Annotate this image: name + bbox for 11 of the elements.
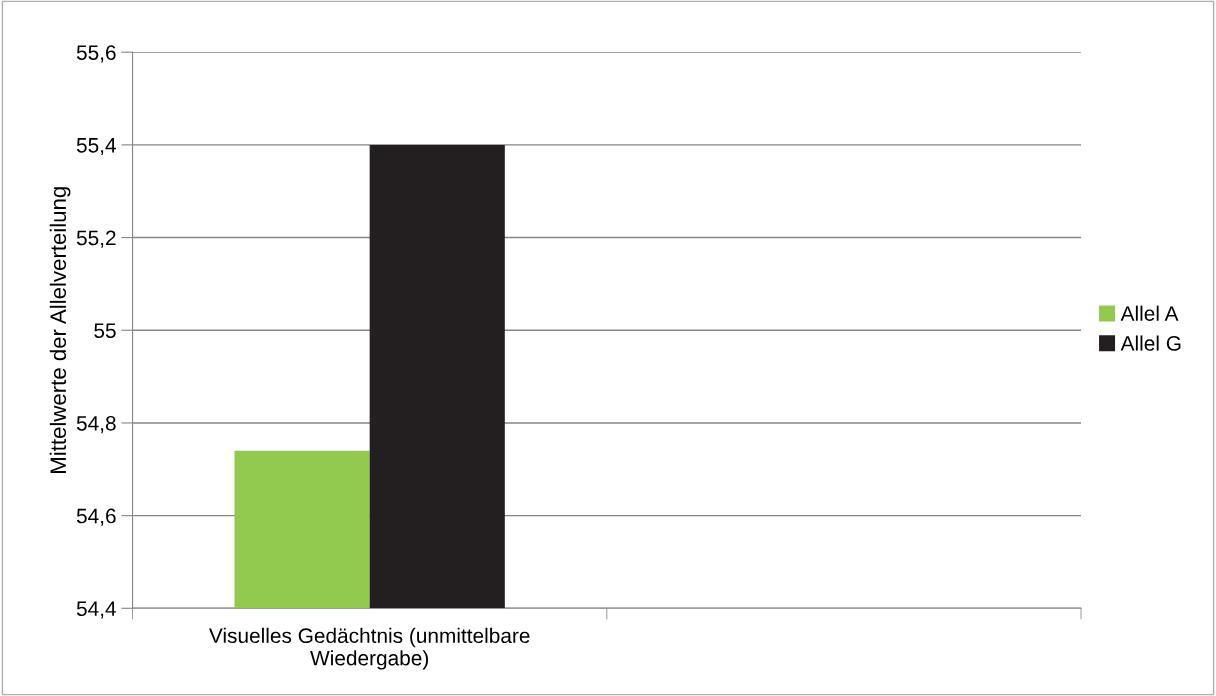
x-tick-label: Visuelles Gedächtnis (unmittelbare Wiedergabe) bbox=[208, 627, 530, 670]
y-tick-label: 54,8 bbox=[76, 415, 116, 434]
y-tick-label: 55 bbox=[94, 323, 116, 339]
y-tick-label: 55,6 bbox=[76, 45, 116, 63]
y-tick-label: 54,4 bbox=[76, 601, 116, 619]
y-axis-title: Mittelwerte der Allelverteilung bbox=[49, 187, 71, 473]
legend-label: Allel A bbox=[1120, 305, 1179, 321]
legend-label: Allel G bbox=[1120, 335, 1181, 351]
y-tick-label: 55,2 bbox=[76, 230, 116, 248]
y-tick-label: 55,4 bbox=[76, 138, 116, 156]
y-tick-label: 54,6 bbox=[76, 508, 116, 526]
